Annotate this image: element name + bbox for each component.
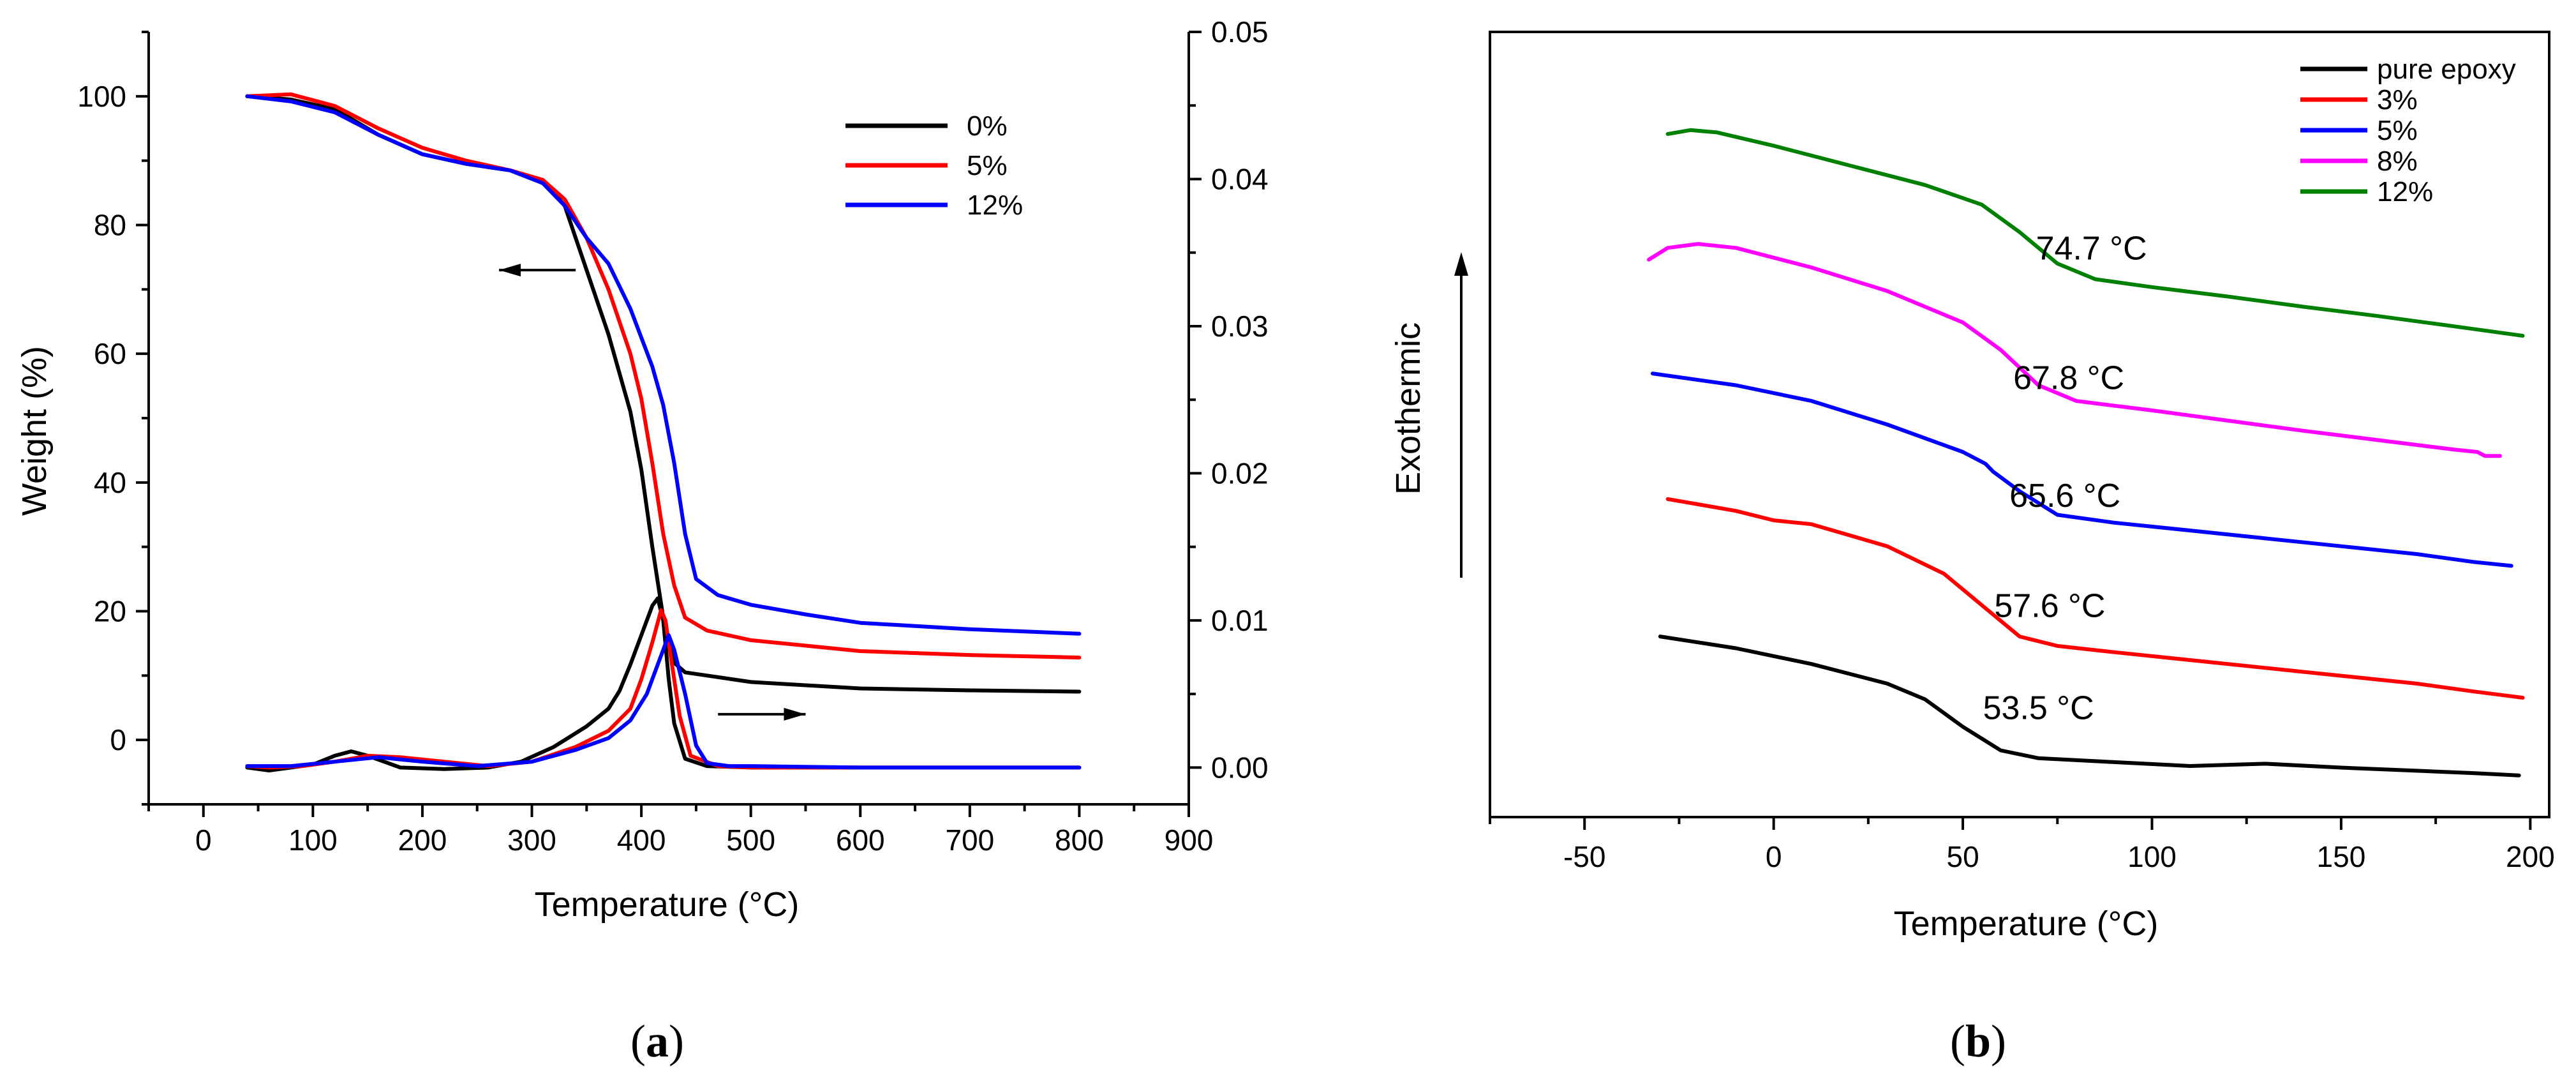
b-line-12pct (1665, 128, 2525, 338)
b-legend-label: 3% (2377, 84, 2418, 116)
panel-b-ticks: -50 0 50 100 150 200 (1489, 817, 2555, 873)
a-y-tick-label: 60 (94, 337, 126, 370)
a-y-tick-label: 100 (77, 80, 126, 113)
b-tg-annotation: 67.8 °C (2013, 360, 2124, 397)
a-x-tick-label: 800 (1055, 823, 1104, 857)
panel-a-label-letter: a (646, 1016, 669, 1067)
a-y2-tick-label: 0.03 (1211, 310, 1269, 343)
b-tg-annotation: 57.6 °C (1994, 587, 2105, 624)
a-y2-tick-label: 0.02 (1211, 456, 1269, 490)
b-x-tick-label: 0 (1766, 840, 1782, 873)
b-line-3pct (1665, 497, 2525, 700)
panel-a-ylabel: Weight (%) (15, 346, 54, 516)
panel-a-dtg-lines (245, 596, 1082, 772)
panel-a-label: (a) (630, 1016, 684, 1067)
a-arrow-head-left (499, 264, 521, 277)
a-x-tick-label: 200 (398, 823, 447, 857)
b-x-tick-label: 100 (2127, 840, 2177, 873)
a-dtg-line-12pct (245, 633, 1082, 770)
a-x-tick-label: 500 (726, 823, 775, 857)
b-x-tick-label: 150 (2317, 840, 2366, 873)
panel-a-tga-chart: 0 100 200 300 400 500 600 700 800 900 0 20 40 60 80 100… (15, 15, 1269, 1067)
panel-b-axes (1489, 31, 2550, 818)
a-x-tick-label: 700 (945, 823, 994, 857)
panel-b-xlabel: Temperature (°C) (1894, 905, 2159, 943)
a-legend-label: 5% (967, 150, 1008, 181)
panel-b-ylabel: Exothermic (1389, 322, 1427, 495)
a-y-tick-label: 20 (94, 595, 126, 628)
a-x-tick-label: 400 (617, 823, 666, 857)
a-y2-tick-label: 0.05 (1211, 15, 1269, 49)
a-dtg-line-0pct (245, 596, 1082, 772)
b-legend-label: 8% (2377, 146, 2418, 177)
a-y2-tick-label: 0.04 (1211, 162, 1269, 195)
b-legend-label: pure epoxy (2377, 54, 2516, 85)
a-y-tick-label: 40 (94, 466, 126, 499)
panel-b-label-letter: b (1965, 1016, 1991, 1067)
a-x-tick-label: 300 (507, 823, 556, 857)
b-tg-annotation: 74.7 °C (2036, 230, 2147, 267)
b-legend-label: 12% (2377, 176, 2433, 207)
panel-b-lines (1647, 128, 2525, 778)
a-arrow-head-right (784, 707, 806, 721)
panel-b-label: (b) (1950, 1016, 2006, 1067)
a-weight-line-0pct (245, 94, 1082, 694)
b-line-8pct (1647, 242, 2502, 458)
b-tg-annotation: 65.6 °C (2009, 477, 2120, 515)
a-y-tick-label: 0 (110, 723, 126, 756)
panel-a-ticks: 0 100 200 300 400 500 600 700 800 900 0 20 40 60 80 100… (77, 15, 1268, 857)
b-x-tick-label: -50 (1563, 840, 1605, 873)
a-x-tick-label: 100 (288, 823, 338, 857)
a-legend-label: 0% (967, 110, 1008, 142)
a-weight-line-12pct (245, 94, 1082, 636)
panel-a-legend: 0% 5% 12% (845, 110, 1023, 221)
a-x-tick-label: 900 (1165, 823, 1214, 857)
b-line-pure-epoxy (1658, 635, 2521, 778)
b-x-tick-label: 200 (2506, 840, 2555, 873)
svg-text:(b): (b) (1950, 1016, 2006, 1067)
panel-a-weight-lines (245, 92, 1082, 694)
a-x-tick-label: 0 (195, 823, 212, 857)
a-weight-line-5pct (245, 92, 1082, 660)
b-line-5pct (1650, 372, 2513, 568)
svg-text:(a): (a) (630, 1016, 684, 1067)
panel-b-dsc-chart: -50 0 50 100 150 200 53.5 °C 57.6 °C 65.6 °C 67.… (1389, 31, 2555, 1067)
a-x-tick-label: 600 (836, 823, 885, 857)
exothermic-arrow-head (1454, 252, 1468, 276)
panel-b-annotations: 53.5 °C 57.6 °C 65.6 °C 67.8 °C 74.7 °C (1983, 230, 2147, 727)
b-x-tick-label: 50 (1946, 840, 1979, 873)
b-legend-label: 5% (2377, 115, 2418, 146)
a-legend-label: 12% (967, 190, 1023, 221)
a-y-tick-label: 80 (94, 209, 126, 242)
b-tg-annotation: 53.5 °C (1983, 689, 2094, 726)
a-y2-tick-label: 0.01 (1211, 604, 1269, 637)
a-y2-tick-label: 0.00 (1211, 751, 1269, 784)
b-plot-frame (1489, 31, 2550, 818)
panel-a-xlabel: Temperature (°C) (535, 885, 800, 924)
panel-a-arrows (499, 264, 806, 721)
